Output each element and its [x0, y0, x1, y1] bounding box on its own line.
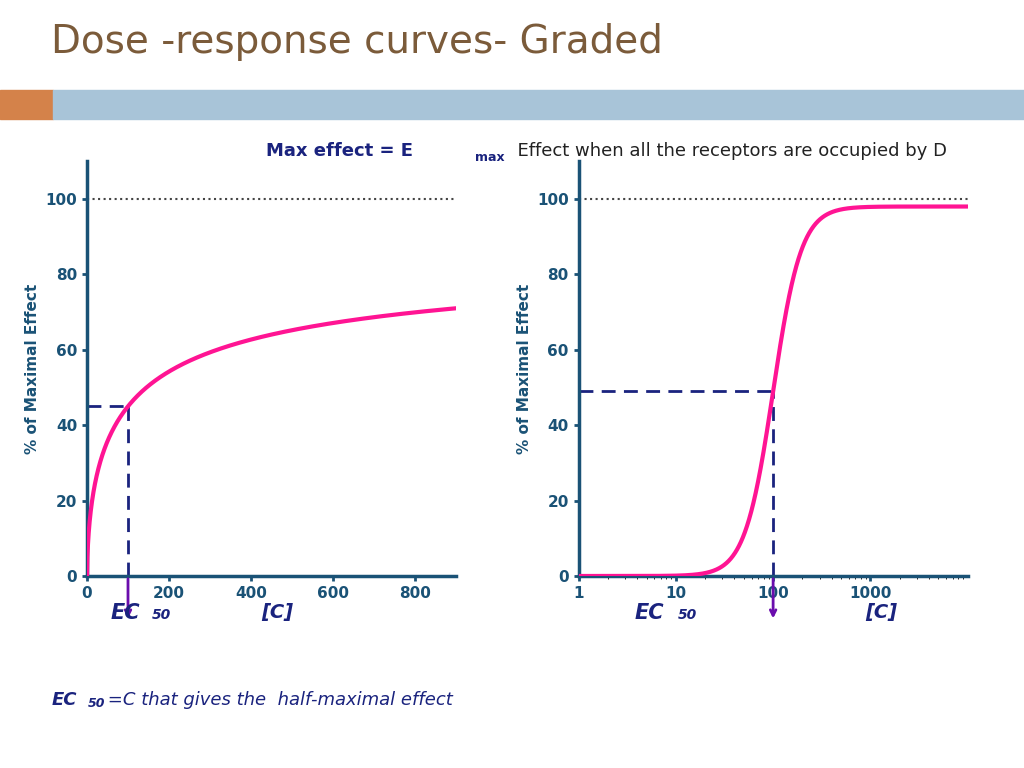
Text: [C]: [C]: [865, 603, 897, 622]
Y-axis label: % of Maximal Effect: % of Maximal Effect: [516, 283, 531, 454]
Text: [C]: [C]: [261, 603, 293, 622]
Text: 50: 50: [152, 608, 171, 622]
Y-axis label: % of Maximal Effect: % of Maximal Effect: [25, 283, 40, 454]
Text: =C that gives the  half-maximal effect: =C that gives the half-maximal effect: [102, 691, 454, 709]
Text: Dose -response curves- Graded: Dose -response curves- Graded: [51, 23, 664, 61]
Text: 50: 50: [678, 608, 697, 622]
Text: 50: 50: [88, 697, 105, 710]
Bar: [0, 90, 53, 119]
Text: Max effect = E: Max effect = E: [266, 142, 414, 160]
Text: max: max: [475, 151, 505, 164]
Text: EC: EC: [111, 603, 140, 623]
Text: EC: EC: [635, 603, 665, 623]
Text: Effect when all the receptors are occupied by D: Effect when all the receptors are occupi…: [506, 142, 947, 160]
Text: EC: EC: [51, 691, 77, 709]
